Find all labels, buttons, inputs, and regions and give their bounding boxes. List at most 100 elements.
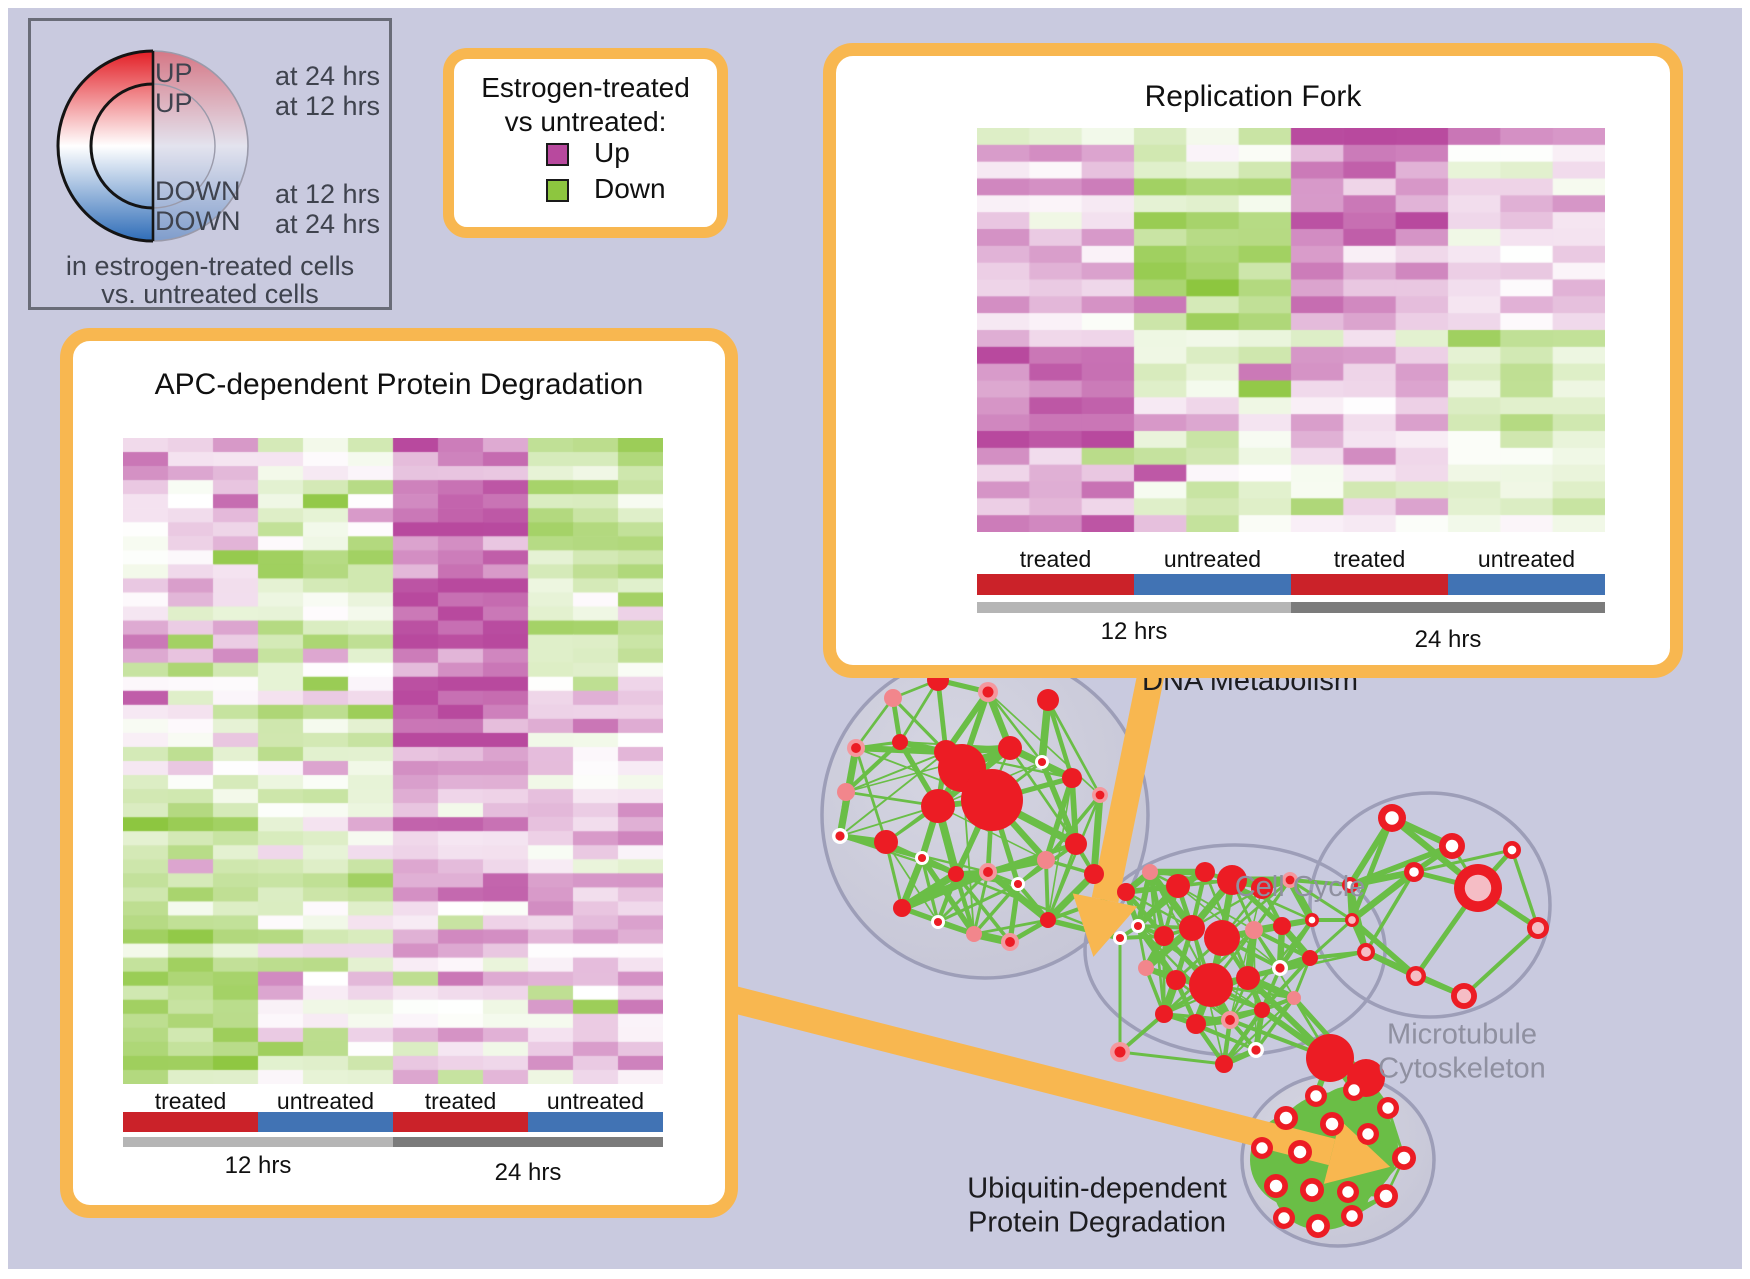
gene-node-dna: [1095, 790, 1105, 800]
edge-dna: [845, 751, 947, 793]
gene-node-cc: [1133, 921, 1143, 931]
gene-node-ubi: [1379, 1189, 1393, 1203]
gene-node-cc: [1287, 991, 1301, 1005]
edge-dna: [844, 740, 902, 794]
gene-node-mt: [1385, 811, 1399, 825]
gene-node-ubi: [1293, 1145, 1307, 1159]
gene-node-cc: [1225, 1015, 1235, 1025]
gene-node-dna: [921, 789, 955, 823]
untreated-group-bar: [1134, 574, 1291, 595]
edge-dna: [839, 834, 989, 874]
untreated-group-label: untreated: [276, 1088, 375, 1114]
edge-bridge: [1289, 878, 1351, 887]
gene-node-ubi: [1256, 1142, 1268, 1154]
untreated-group-label: untreated: [546, 1088, 645, 1114]
24hrs-time-label: 24 hrs: [1414, 626, 1482, 653]
edge-ubi: [1283, 1190, 1349, 1220]
updown-legend-box: UP at 24 hrs UP at 12 hrs DOWN at 12 hrs…: [28, 18, 392, 310]
edge-dna: [943, 690, 991, 754]
gene-node-mt: [1409, 867, 1419, 877]
gene-node-cc: [1117, 883, 1135, 901]
gene-node-dna: [1040, 912, 1056, 928]
edge-dna: [937, 882, 1019, 924]
edge-dna: [854, 747, 888, 843]
gene-node-ubi: [1346, 1210, 1358, 1222]
edge-cc: [1254, 996, 1296, 1052]
estrogen-color-key-box: Estrogen-treated vs untreated: Up Down: [443, 48, 728, 238]
gene-node-mt: [1346, 881, 1354, 889]
down-color-swatch: [546, 179, 569, 202]
gene-node-dna: [982, 686, 994, 698]
edge-dna: [885, 841, 939, 923]
gene-node-cc: [1138, 960, 1154, 976]
ring-right-fade: [153, 51, 248, 241]
edge-dna: [1046, 699, 1102, 796]
edge-dna: [987, 841, 1077, 875]
gene-node-mt: [1445, 839, 1459, 853]
gene-node-mt: [1361, 947, 1371, 957]
gene-node-cc: [1189, 963, 1233, 1007]
12hrs-time-label: 12 hrs: [224, 1152, 292, 1179]
gene-node-mt: [1507, 845, 1517, 855]
gene-node-dna: [1037, 689, 1059, 711]
gene-node-cc: [1251, 877, 1273, 899]
edge-dna: [1008, 747, 1078, 845]
gene-node-dna: [835, 831, 845, 841]
gene-node-mt: [1410, 970, 1422, 982]
gene-node-dna: [961, 769, 1023, 831]
apc-heatmap: [123, 438, 663, 1084]
12hrs-time-bar: [123, 1137, 393, 1147]
edge-bridge: [1289, 878, 1353, 922]
treated-group-bar: [1291, 574, 1448, 595]
edge-dna: [1047, 777, 1073, 921]
gene-node-cc: [1166, 970, 1186, 990]
arrow-shaft-apc: [716, 982, 1336, 1166]
gene-node-cc: [1215, 1055, 1233, 1073]
edge-dna: [1047, 843, 1077, 921]
edge-ubi: [1315, 1094, 1389, 1110]
gene-node-mt: [1464, 874, 1492, 902]
legend-row-time: at 24 hrs: [275, 209, 381, 239]
edge-mt: [1462, 926, 1540, 998]
edge-dna: [899, 740, 1073, 780]
edge-cc: [1191, 887, 1263, 929]
gene-node-cc: [1142, 864, 1158, 880]
edge-cc: [1252, 879, 1292, 931]
edge-mt: [1349, 868, 1415, 889]
legend-row-word: DOWN: [155, 206, 241, 236]
gene-node-dna: [874, 830, 898, 854]
gene-node-dna: [983, 867, 993, 877]
gene-node-dna: [917, 853, 927, 863]
gene-node-dna: [948, 866, 964, 882]
estrogen-key-title: Estrogen-treated vs untreated:: [481, 72, 690, 137]
gene-node-ubi: [1311, 1219, 1325, 1233]
gene-node-cc: [1273, 917, 1291, 935]
gene-node-dna: [851, 743, 861, 753]
gene-node-ubi: [1305, 1183, 1319, 1197]
replication-fork-heatmap: [977, 128, 1605, 532]
edge-dna: [972, 882, 1020, 936]
edge-dna: [1069, 777, 1079, 845]
gene-node-cc: [1308, 916, 1316, 924]
edge-bridge: [1119, 1050, 1225, 1066]
gene-node-cc: [1166, 874, 1190, 898]
gene-node-mt: [1531, 921, 1545, 935]
cell-cycle-label: Cell Cycle: [1234, 871, 1366, 904]
untreated-group-bar: [528, 1112, 663, 1132]
gene-node-dna: [1065, 833, 1087, 855]
gene-node-cc: [1195, 862, 1215, 882]
gene-node-dna: [1084, 864, 1104, 884]
edge-dna: [854, 697, 895, 749]
legend-row-word: UP: [155, 58, 193, 88]
untreated-group-bar: [1448, 574, 1605, 595]
gene-node-cc: [1254, 1002, 1270, 1018]
edge-dna: [1090, 794, 1104, 875]
treated-group-bar: [977, 574, 1134, 595]
treated-group-bar: [123, 1112, 258, 1132]
gene-node-cc: [1245, 921, 1263, 939]
gene-node-dna: [884, 689, 902, 707]
12hrs-time-bar: [977, 602, 1291, 613]
gene-node-ubi: [1325, 1117, 1339, 1131]
24hrs-time-bar: [393, 1137, 663, 1147]
